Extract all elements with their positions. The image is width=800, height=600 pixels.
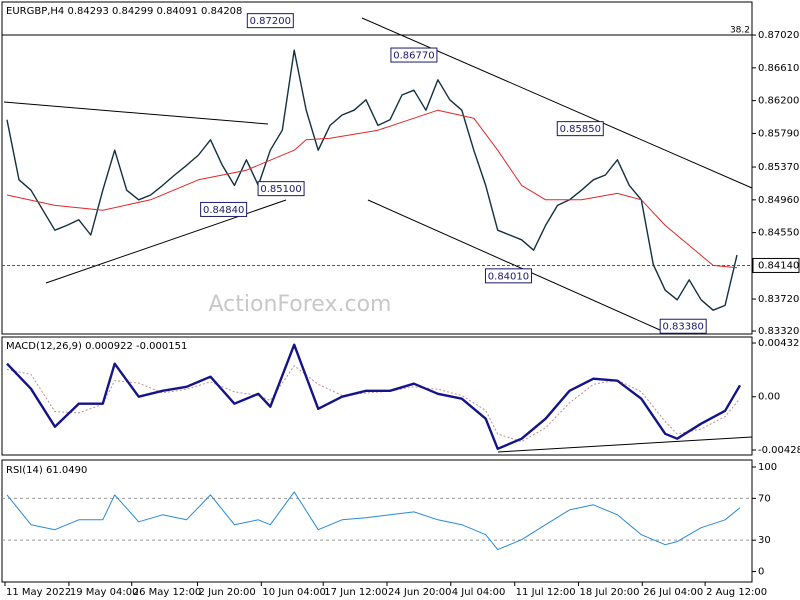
x-tick-label: 24 Jun 20:00: [388, 587, 452, 598]
price-panel-frame: [1, 1, 753, 335]
y-tick-label: 0.004325: [758, 338, 800, 349]
x-tick-label: 11 Jul 12:00: [516, 587, 576, 598]
x-tick-label: 4 Jul 04:00: [452, 587, 506, 598]
trend-line: [361, 17, 753, 189]
y-tick-label: 0.86200: [758, 96, 799, 107]
trend-line: [497, 436, 753, 453]
y-tick-label: 0.85790: [758, 128, 799, 139]
annotation-box: [257, 181, 305, 197]
annotation-label: 0.84010: [488, 271, 529, 282]
fib-label: 38.2: [730, 26, 750, 36]
annotation-label: 0.85850: [560, 124, 601, 135]
y-tick-label: 70: [758, 493, 771, 504]
y-tick-label: 0.87020: [758, 30, 799, 41]
x-tick-label: 10 Jun 04:00: [262, 587, 326, 598]
y-tick-label: 30: [758, 535, 771, 546]
y-tick-label: 0.85370: [758, 162, 799, 173]
annotation-box: [390, 47, 438, 63]
y-tick-label: 0.86610: [758, 63, 799, 74]
y-tick-label: 0: [758, 567, 764, 578]
rsi-panel-frame: [1, 459, 753, 583]
x-tick-label: 18 Jul 20:00: [579, 587, 639, 598]
rsi-title: RSI(14) 61.0490: [6, 465, 87, 476]
annotation-box: [556, 121, 604, 137]
y-tick-label: 0.83720: [758, 294, 799, 305]
macd-title: MACD(12,26,9) 0.000922 -0.000151: [6, 341, 187, 352]
y-tick-label: 0.83320: [758, 326, 799, 337]
y-tick-label: 0.84140: [758, 260, 799, 271]
chart-title: EURGBP,H4 0.84293 0.84299 0.84091 0.8420…: [6, 6, 242, 17]
watermark: ActionForex.com: [209, 292, 392, 317]
x-tick-label: 2 Jun 20:00: [199, 587, 256, 598]
x-tick-label: 2 Aug 12:00: [706, 587, 767, 598]
series-line: [6, 491, 741, 551]
annotation-box: [659, 318, 707, 334]
annotation-label: 0.86770: [393, 51, 434, 62]
series-line: [6, 49, 738, 311]
x-tick-label: 26 Jul 04:00: [643, 587, 703, 598]
x-tick-label: 19 May 04:00: [70, 587, 139, 598]
annotation-label: 0.85100: [260, 184, 301, 195]
annotation-label: 0.87200: [250, 16, 291, 27]
x-tick-label: 26 May 12:00: [133, 587, 202, 598]
annotation-label: 0.84840: [203, 205, 244, 216]
y-tick-label: 0.84960: [758, 195, 799, 206]
trend-line: [3, 101, 269, 125]
last-price-box: [752, 257, 800, 273]
x-tick-label: 17 Jun 12:00: [324, 587, 388, 598]
macd-panel-frame: [1, 336, 753, 456]
series-line: [6, 109, 738, 269]
y-tick-label: 0.00: [758, 392, 780, 403]
annotation-box: [246, 13, 294, 29]
annotation-box: [484, 268, 532, 284]
annotation-label: 0.83380: [663, 322, 704, 333]
series-line: [6, 343, 742, 450]
annotation-box: [200, 201, 248, 217]
y-tick-label: 0.84550: [758, 228, 799, 239]
y-tick-label: -0.004288: [758, 445, 800, 456]
x-tick-label: 11 May 2022: [6, 587, 71, 598]
y-tick-label: 100: [758, 462, 777, 473]
